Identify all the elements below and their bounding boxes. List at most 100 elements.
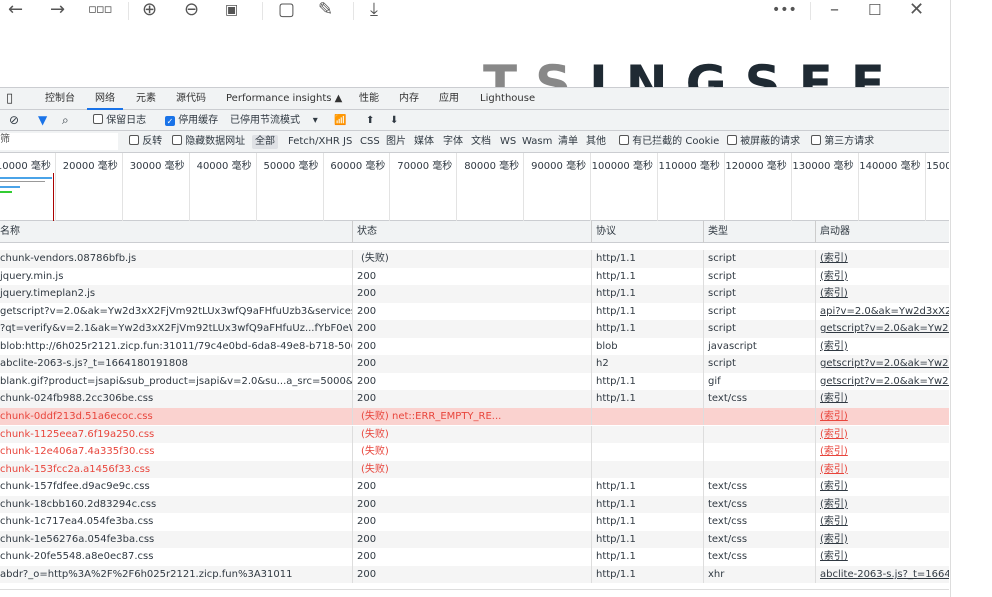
blocked-requests-checkbox[interactable]: 被屏蔽的请求 bbox=[727, 135, 800, 149]
search-icon[interactable]: ⌕ bbox=[62, 113, 69, 127]
tab-network[interactable]: 网络 bbox=[87, 88, 123, 110]
grid-icon[interactable]: ▫▫▫ bbox=[88, 2, 112, 17]
type-wasm[interactable]: Wasm bbox=[522, 136, 553, 147]
col-status[interactable]: 状态 bbox=[352, 221, 377, 243]
cell-initiator[interactable]: api?v=2.0&ak=Yw2d3xX2FjVm bbox=[815, 302, 949, 321]
tab-application[interactable]: 应用 bbox=[439, 93, 459, 104]
request-row[interactable]: chunk-1c717ea4.054fe3ba.css 200 http/1.1 te… bbox=[0, 513, 949, 531]
tab-performance[interactable]: 性能 bbox=[359, 93, 379, 104]
cell-initiator[interactable]: getscript?v=2.0&ak=Yw2d3x bbox=[815, 320, 949, 338]
preserve-log-checkbox[interactable]: 保留日志 bbox=[93, 113, 146, 128]
cell-initiator[interactable]: (索引) bbox=[815, 460, 949, 479]
request-row[interactable]: chunk-18cbb160.2d83294c.css 200 http/1.1 te… bbox=[0, 495, 949, 514]
request-row[interactable]: abclite-2063-s.js?_t=1664180191808 200 h2 s… bbox=[0, 355, 949, 373]
cell-initiator[interactable]: getscript?v=2.0&ak=Yw2d3x bbox=[815, 355, 949, 373]
request-row[interactable]: chunk-153fcc2a.a1456f33.css (失败) (索引) bbox=[0, 460, 949, 479]
cell-initiator[interactable]: (索引) bbox=[815, 530, 949, 549]
network-conditions-icon[interactable]: 📶 bbox=[334, 115, 347, 126]
request-row[interactable]: chunk-1e56276a.054fe3ba.css 200 http/1.1 te… bbox=[0, 530, 949, 549]
type-media[interactable]: 媒体 bbox=[414, 136, 434, 147]
clear-icon[interactable]: ⊘ bbox=[9, 113, 20, 127]
cell-protocol: http/1.1 bbox=[591, 478, 703, 496]
timeline-tick: 90000 毫秒 bbox=[523, 153, 590, 221]
throttle-select[interactable]: 已停用节流模式 ▾ bbox=[230, 115, 318, 126]
request-row[interactable]: ?qt=verify&v=2.1&ak=Yw2d3xX2FjVm92tLUx3w… bbox=[0, 320, 949, 338]
tab-sources[interactable]: 源代码 bbox=[176, 93, 206, 104]
hide-data-urls-checkbox[interactable]: 隐藏数据网址 bbox=[172, 135, 245, 149]
cell-initiator[interactable]: (索引) bbox=[815, 548, 949, 566]
edit-icon[interactable]: ✎ bbox=[318, 0, 334, 20]
type-ws[interactable]: WS bbox=[500, 136, 517, 147]
cell-initiator[interactable]: (索引) bbox=[815, 495, 949, 514]
maximize-icon[interactable]: ☐ bbox=[868, 1, 882, 19]
col-initiator[interactable]: 启动器 bbox=[815, 221, 850, 243]
filter-input[interactable]: 筛 bbox=[0, 133, 118, 150]
col-protocol[interactable]: 协议 bbox=[591, 221, 616, 243]
timeline-tick: 80000 毫秒 bbox=[456, 153, 523, 221]
minimize-icon[interactable]: – bbox=[830, 0, 839, 20]
request-row[interactable]: chunk-1125eea7.6f19a250.css (失败) (索引) bbox=[0, 425, 949, 443]
type-js[interactable]: JS bbox=[343, 136, 353, 147]
third-party-checkbox[interactable]: 第三方请求 bbox=[811, 135, 874, 149]
request-row[interactable]: chunk-0ddf213d.51a6ecoc.css (失败) net::ERR… bbox=[0, 407, 949, 426]
type-other[interactable]: 其他 bbox=[586, 136, 606, 147]
actual-size-icon[interactable]: ▣ bbox=[225, 2, 239, 18]
tab-console[interactable]: 控制台 bbox=[45, 93, 75, 104]
cell-initiator[interactable]: (索引) bbox=[815, 443, 949, 461]
cell-initiator[interactable]: (索引) bbox=[815, 407, 949, 426]
cell-initiator[interactable]: (索引) bbox=[815, 390, 949, 408]
request-row[interactable]: chunk-12e406a7.4a335f30.css (失败) (索引) bbox=[0, 443, 949, 461]
more-icon[interactable]: ••• bbox=[772, 2, 797, 18]
filter-icon[interactable]: ▼ bbox=[38, 113, 48, 127]
type-doc[interactable]: 文档 bbox=[471, 136, 491, 147]
cell-initiator[interactable]: (索引) bbox=[815, 250, 949, 268]
zoom-in-icon[interactable]: ⊕ bbox=[142, 0, 158, 20]
request-row[interactable]: getscript?v=2.0&ak=Yw2d3xX2FjVm92tLUx3wf… bbox=[0, 302, 949, 321]
request-row[interactable]: chunk-20fe5548.a8e0ec87.css 200 http/1.1 te… bbox=[0, 548, 949, 566]
disable-cache-checkbox[interactable]: ✓ 停用缓存 bbox=[165, 115, 219, 126]
network-overview-timeline[interactable]: 10000 毫秒 20000 毫秒 30000 毫秒 40000 毫秒 50000 毫秒… bbox=[0, 153, 949, 221]
export-har-icon[interactable]: ⬇ bbox=[390, 115, 399, 126]
tab-elements[interactable]: 元素 bbox=[136, 93, 156, 104]
type-fetch-xhr[interactable]: Fetch/XHR bbox=[288, 136, 340, 147]
request-row[interactable]: chunk-024fb988.2cc306be.css 200 http/1.1 te… bbox=[0, 390, 949, 408]
type-font[interactable]: 字体 bbox=[443, 136, 463, 147]
cell-initiator[interactable]: (索引) bbox=[815, 267, 949, 286]
col-name[interactable]: 名称 bbox=[0, 226, 20, 237]
tab-memory[interactable]: 内存 bbox=[399, 93, 419, 104]
col-type[interactable]: 类型 bbox=[703, 221, 728, 243]
request-row[interactable]: chunk-157fdfee.d9ac9e9c.css 200 http/1.1 te… bbox=[0, 478, 949, 496]
arrow-right-icon[interactable]: → bbox=[50, 0, 66, 20]
type-css[interactable]: CSS bbox=[360, 136, 380, 147]
cell-status: 200 bbox=[352, 302, 591, 321]
type-img[interactable]: 图片 bbox=[386, 136, 406, 147]
request-row[interactable]: blank.gif?product=jsapi&sub_product=jsap… bbox=[0, 372, 949, 391]
request-row[interactable]: abdr?_o=http%3A%2F%2F6h025r2121.zicp.fun… bbox=[0, 565, 949, 584]
save-icon[interactable]: ⤓ bbox=[370, 0, 378, 20]
cell-initiator[interactable]: (索引) bbox=[815, 285, 949, 303]
import-har-icon[interactable]: ⬆ bbox=[366, 115, 375, 126]
request-row[interactable]: jquery.min.js 200 http/1.1 script (索引) bbox=[0, 267, 949, 286]
cell-initiator[interactable]: (索引) bbox=[815, 425, 949, 443]
tab-performance-insights[interactable]: Performance insights ▲ bbox=[226, 93, 343, 104]
cell-type: text/css bbox=[703, 390, 815, 408]
zoom-out-icon[interactable]: ⊖ bbox=[184, 0, 200, 20]
type-manifest[interactable]: 清单 bbox=[558, 136, 578, 147]
tab-lighthouse[interactable]: Lighthouse bbox=[480, 93, 536, 104]
rotate-icon[interactable]: ▢ bbox=[278, 0, 296, 20]
cell-initiator[interactable]: (索引) bbox=[815, 337, 949, 356]
request-row[interactable]: chunk-vendors.08786bfb.js (失败) http/1.1 scr… bbox=[0, 250, 949, 268]
cell-initiator[interactable]: abclite-2063-s.js?_t=1664180 bbox=[815, 565, 949, 584]
cell-initiator[interactable]: (索引) bbox=[815, 513, 949, 531]
invert-checkbox[interactable]: 反转 bbox=[129, 135, 162, 149]
request-row[interactable]: blob:http://6h025r2121.zicp.fun:31011/79… bbox=[0, 337, 949, 356]
request-row[interactable]: jquery.timeplan2.js 200 http/1.1 script (索引) bbox=[0, 285, 949, 303]
cell-initiator[interactable]: getscript?v=2.0&ak=Yw2d3x bbox=[815, 372, 949, 391]
cell-initiator[interactable]: (索引) bbox=[815, 478, 949, 496]
blocked-cookies-checkbox[interactable]: 有已拦截的 Cookie bbox=[619, 135, 719, 149]
cell-protocol: http/1.1 bbox=[591, 285, 703, 303]
arrow-left-icon[interactable]: ← bbox=[8, 0, 24, 20]
close-icon[interactable]: ✕ bbox=[909, 0, 925, 20]
type-all[interactable]: 全部 bbox=[252, 135, 278, 149]
device-toggle-icon[interactable]: ▯ bbox=[6, 91, 14, 106]
